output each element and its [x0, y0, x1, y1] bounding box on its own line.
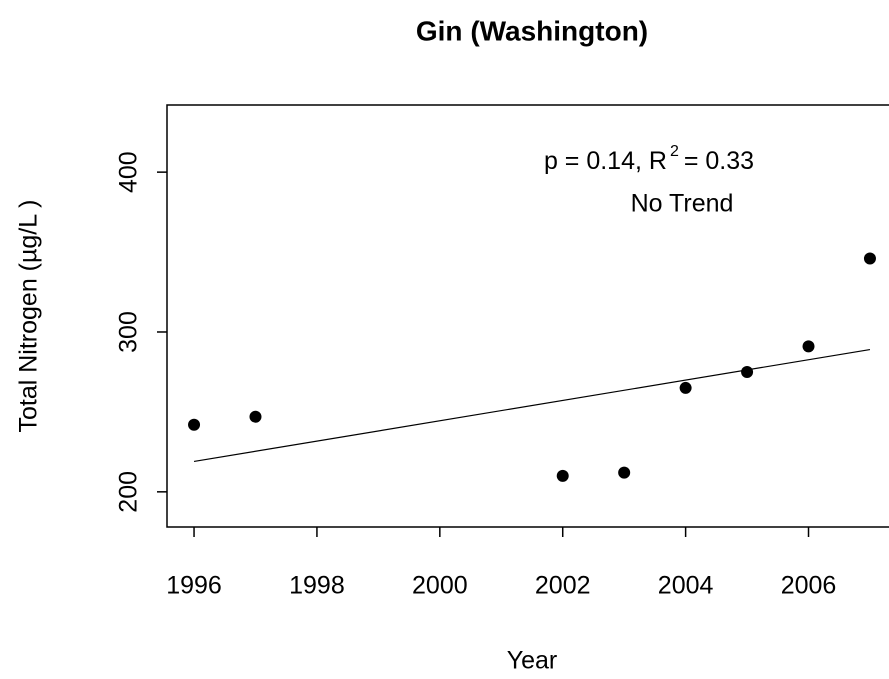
y-axis-label: Total Nitrogen (µg/L ) — [15, 199, 43, 432]
annotation-trend: No Trend — [631, 190, 734, 218]
point — [679, 381, 692, 394]
annotation-superscript: 2 — [670, 143, 679, 160]
y-tick-label: 400 — [115, 151, 143, 193]
x-tick-label: 1998 — [289, 572, 345, 600]
x-tick-label: 2006 — [781, 572, 837, 600]
trend-line — [193, 348, 871, 463]
point — [556, 469, 569, 482]
point — [249, 410, 262, 423]
annotation-text: p = 0.14, R — [544, 147, 667, 175]
y-tick-label: 300 — [115, 311, 143, 353]
annotation-text: = 0.33 — [684, 147, 754, 175]
y-tick-label: 200 — [115, 471, 143, 513]
x-tick-label: 2000 — [412, 572, 468, 600]
plot-frame — [166, 104, 889, 528]
chart-title: Gin (Washington) — [416, 15, 648, 46]
point — [188, 418, 201, 431]
x-axis-label: Year — [507, 647, 558, 675]
point — [863, 252, 876, 265]
x-tick-label: 2004 — [658, 572, 714, 600]
x-tick-label: 1996 — [166, 572, 222, 600]
x-tick-label: 2002 — [535, 572, 591, 600]
point — [618, 466, 631, 479]
annotation: p = 0.14, R 2 = 0.33 — [544, 143, 754, 174]
point — [802, 340, 815, 353]
point — [741, 365, 754, 378]
